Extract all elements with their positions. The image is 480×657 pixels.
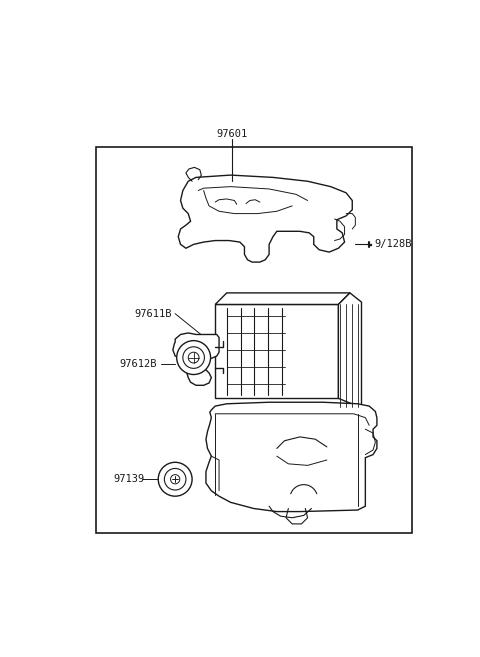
- Circle shape: [188, 352, 199, 363]
- Circle shape: [170, 474, 180, 484]
- Polygon shape: [96, 147, 411, 533]
- Text: 97139: 97139: [114, 474, 145, 484]
- Polygon shape: [215, 293, 350, 304]
- Text: 97612B: 97612B: [119, 359, 156, 369]
- Circle shape: [164, 468, 186, 490]
- Text: 9/128B: 9/128B: [374, 239, 412, 250]
- Polygon shape: [206, 402, 377, 512]
- Text: 97611B: 97611B: [134, 309, 172, 319]
- Text: 97601: 97601: [216, 129, 248, 139]
- Polygon shape: [173, 333, 219, 385]
- Circle shape: [183, 347, 204, 369]
- Polygon shape: [215, 304, 338, 398]
- Polygon shape: [178, 175, 352, 262]
- Polygon shape: [338, 293, 361, 407]
- Circle shape: [177, 340, 211, 374]
- Circle shape: [158, 463, 192, 496]
